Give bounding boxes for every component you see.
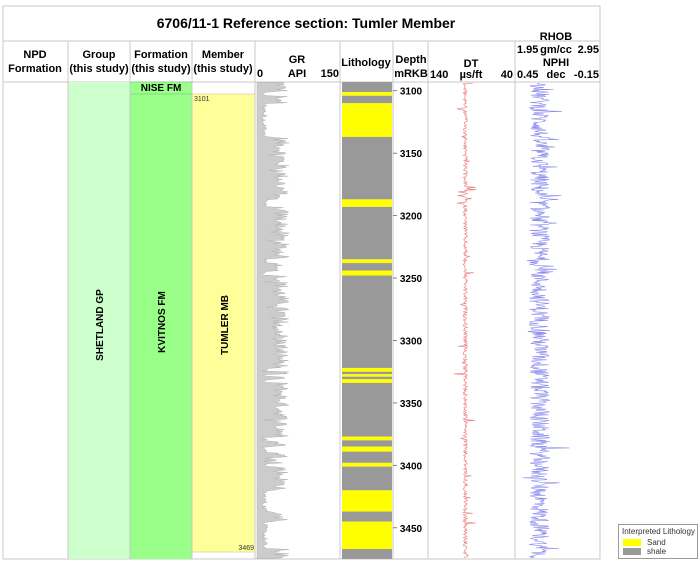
- nphi-header-unit: dec: [547, 69, 566, 81]
- lithology-interval-sand: [342, 103, 392, 137]
- lithology-interval-shale: [342, 206, 392, 260]
- depth-tick-label: 3150: [400, 149, 423, 160]
- depth-tick-label: 3100: [400, 87, 423, 98]
- legend-title: Interpreted Lithology: [622, 527, 695, 536]
- depth-axis: 3100 3150 3200 3250 3300 3350 3400 3450: [393, 87, 423, 535]
- npd-header-1: NPD: [23, 49, 46, 61]
- member-base-depth: 3469: [238, 545, 254, 552]
- lithology-interval-shale: [342, 95, 392, 104]
- nphi-max-label: -0.15: [574, 69, 599, 81]
- lithology-interval-shale: [342, 382, 392, 437]
- formation-header-2: (this study): [131, 63, 191, 75]
- formation-fill: [130, 82, 192, 559]
- lithology-interval-sand: [342, 374, 392, 377]
- column-separators: [67, 41, 516, 559]
- legend-item-shale: shale: [623, 547, 666, 556]
- lithology-interval-shale: [342, 371, 392, 375]
- rhob-nphi-track: [523, 82, 570, 559]
- nphi-header-name: NPHI: [543, 57, 569, 69]
- lithology-interval-shale: [342, 136, 392, 200]
- gr-curve: [256, 82, 290, 559]
- gr-max-label: 150: [321, 68, 339, 80]
- rhob-curve: [523, 82, 570, 559]
- gr-header-unit: API: [288, 68, 306, 80]
- gr-min-label: 0: [257, 68, 263, 80]
- rhob-min-label: 1.95: [517, 44, 538, 56]
- dt-curve: [453, 82, 477, 558]
- member-label: TUMLER MB: [220, 295, 231, 355]
- lithology-interval-sand: [342, 91, 392, 96]
- lithology-interval-shale: [342, 275, 392, 368]
- npd-header-2: Formation: [8, 63, 62, 75]
- lithology-legend: Interpreted Lithology Sand shale: [618, 524, 698, 559]
- lithology-interval-shale: [342, 263, 392, 271]
- group-header-2: (this study): [69, 63, 129, 75]
- member-header-1: Member: [202, 49, 245, 61]
- member-fill: [191, 93, 256, 553]
- member-top-depth: 3101: [194, 96, 210, 103]
- dt-max-label: 40: [501, 69, 513, 81]
- member-header-2: (this study): [193, 63, 253, 75]
- shale-swatch: [623, 548, 641, 555]
- sand-swatch: [623, 539, 641, 546]
- lithology-interval-shale: [342, 376, 392, 380]
- formation-top-label: NISE FM: [141, 83, 182, 94]
- nphi-min-label: 0.45: [517, 69, 538, 81]
- lithology-interval-sand: [342, 379, 392, 383]
- depth-tick-label: 3350: [400, 399, 423, 410]
- lithology-interval-sand: [342, 270, 392, 276]
- lithology-header: Lithology: [341, 57, 391, 69]
- dt-header-unit: µs/ft: [460, 69, 483, 81]
- lithology-interval-sand: [342, 259, 392, 264]
- dt-header-name: DT: [464, 58, 479, 70]
- gr-track: [256, 82, 290, 559]
- gr-header-name: GR: [289, 54, 306, 66]
- lithology-interval-shale: [342, 549, 392, 559]
- lithology-interval-sand: [342, 436, 392, 441]
- group-header-1: Group: [83, 49, 116, 61]
- lithology-interval-shale: [342, 440, 392, 447]
- lithology-interval-sand: [342, 462, 392, 467]
- lithology-interval-sand: [342, 521, 392, 550]
- lithology-interval-sand: [342, 199, 392, 207]
- depth-tick-label: 3450: [400, 524, 423, 535]
- lithology-interval-sand: [342, 446, 392, 452]
- group-label: SHETLAND GP: [95, 289, 106, 361]
- lithology-interval-sand: [342, 367, 392, 372]
- depth-tick-label: 3200: [400, 212, 423, 223]
- lithology-interval-sand: [342, 490, 392, 512]
- formation-label: KVITNOS FM: [157, 291, 168, 353]
- depth-header-1: Depth: [395, 54, 426, 66]
- depth-tick-label: 3400: [400, 461, 423, 472]
- legend-label-sand: Sand: [647, 538, 666, 547]
- depth-tick-label: 3300: [400, 336, 423, 347]
- formation-header-1: Formation: [134, 49, 188, 61]
- depth-tick-label: 3250: [400, 274, 423, 285]
- legend-item-sand: Sand: [623, 538, 666, 547]
- lithology-interval-shale: [342, 82, 392, 92]
- dt-track: [453, 82, 477, 558]
- legend-label-shale: shale: [647, 547, 667, 556]
- lithology-interval-shale: [342, 466, 392, 491]
- group-fill: [68, 82, 130, 559]
- dt-min-label: 140: [430, 69, 448, 81]
- lithology-interval-shale: [342, 511, 392, 522]
- depth-header-2: mRKB: [394, 68, 428, 80]
- rhob-header-unit: gm/cc: [540, 44, 572, 56]
- chart-title: 6706/11-1 Reference section: Tumler Memb…: [157, 15, 456, 31]
- rhob-header-name: RHOB: [540, 31, 572, 43]
- rhob-max-label: 2.95: [578, 44, 599, 56]
- lithology-interval-shale: [342, 451, 392, 463]
- lithology-track: [342, 82, 392, 559]
